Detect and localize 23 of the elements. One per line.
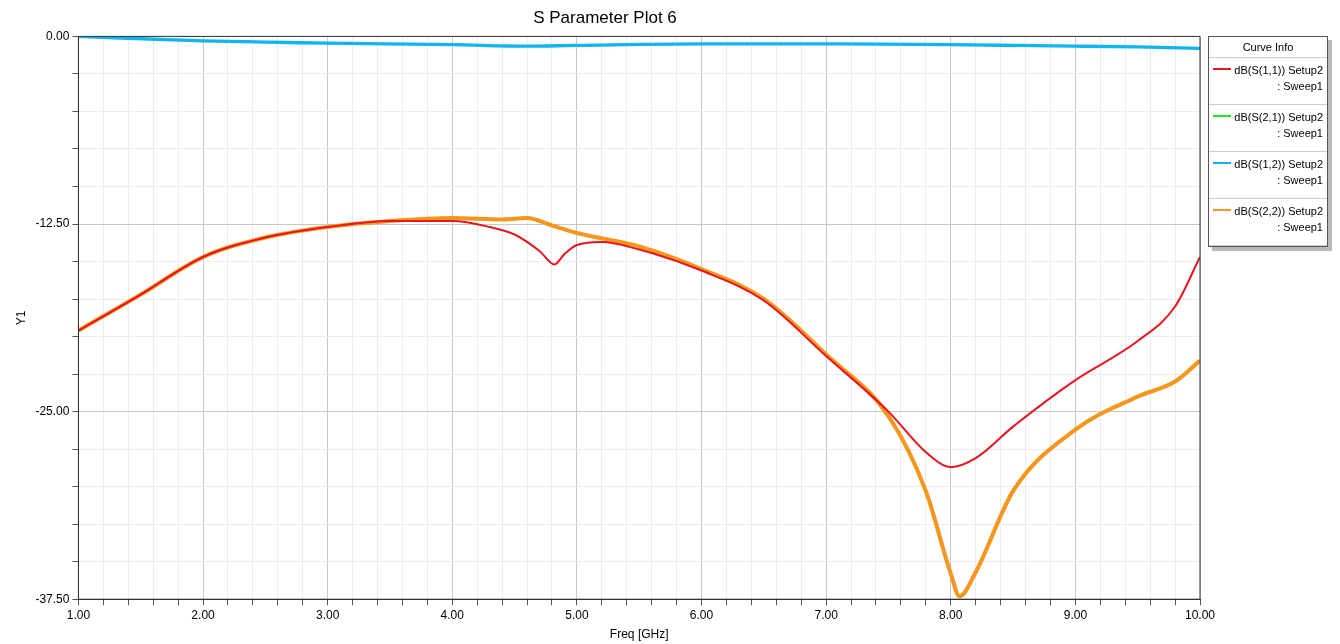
x-tick-label: 6.00 [689,607,714,622]
legend-label: dB(S(1,2)) Setup2 : Sweep1 [1233,157,1323,189]
legend-title: Curve Info [1209,37,1327,59]
y-tick-label: 0.00 [46,28,70,43]
x-tick-label: 10.00 [1184,607,1216,622]
legend-label: dB(S(2,1)) Setup2 : Sweep1 [1233,110,1323,142]
y-axis-title: Y1 [13,310,28,326]
x-tick-label: 1.00 [66,607,91,622]
x-tick-label: 9.00 [1063,607,1088,622]
y-tick-label: -37.50 [35,591,70,606]
x-tick-label: 3.00 [315,607,340,622]
y-tick-label: -25.00 [35,403,70,418]
x-axis-title: Freq [GHz] [609,627,669,642]
x-tick-label: 2.00 [191,607,216,622]
legend-label: dB(S(2,2)) Setup2 : Sweep1 [1233,204,1323,236]
y-tick-label: -12.50 [35,216,70,231]
x-tick-label: 4.00 [440,607,465,622]
line-series [78,220,1200,469]
x-tick-label: 8.00 [939,607,963,622]
legend-label: dB(S(1,1)) Setup2 : Sweep1 [1233,63,1323,95]
chart-title: S Parameter Plot 6 [533,7,677,27]
x-tick-label: 5.00 [565,607,589,622]
x-tick-label: 7.00 [814,607,839,622]
